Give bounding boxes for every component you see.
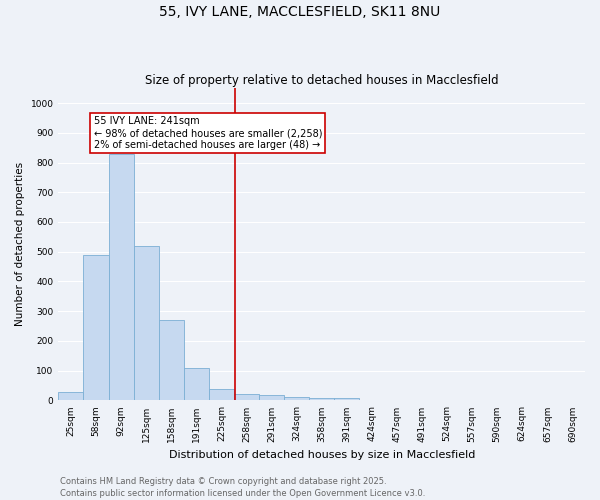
Bar — [309, 398, 334, 400]
Bar — [209, 388, 234, 400]
Text: 55 IVY LANE: 241sqm
← 98% of detached houses are smaller (2,258)
2% of semi-deta: 55 IVY LANE: 241sqm ← 98% of detached ho… — [94, 116, 322, 150]
Bar — [159, 320, 184, 400]
Bar — [134, 246, 159, 400]
Bar — [259, 395, 284, 400]
Text: Contains HM Land Registry data © Crown copyright and database right 2025.
Contai: Contains HM Land Registry data © Crown c… — [60, 476, 425, 498]
Bar — [284, 398, 309, 400]
Bar — [184, 368, 209, 400]
Bar — [109, 154, 134, 400]
X-axis label: Distribution of detached houses by size in Macclesfield: Distribution of detached houses by size … — [169, 450, 475, 460]
Bar — [58, 392, 83, 400]
Title: Size of property relative to detached houses in Macclesfield: Size of property relative to detached ho… — [145, 74, 499, 87]
Text: 55, IVY LANE, MACCLESFIELD, SK11 8NU: 55, IVY LANE, MACCLESFIELD, SK11 8NU — [160, 5, 440, 19]
Bar — [234, 394, 259, 400]
Y-axis label: Number of detached properties: Number of detached properties — [15, 162, 25, 326]
Bar — [83, 254, 109, 400]
Bar — [334, 398, 359, 400]
